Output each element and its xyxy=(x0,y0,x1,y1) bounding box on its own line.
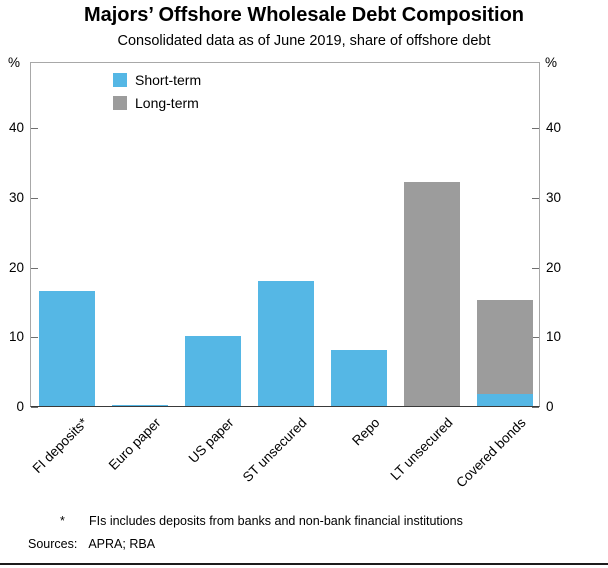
sources-label: Sources: xyxy=(28,537,78,551)
y-axis-unit-right: % xyxy=(545,55,558,70)
y-axis-label: 0 xyxy=(546,399,554,414)
bar-segment-long-term xyxy=(476,300,533,395)
y-axis-label: 20 xyxy=(546,259,562,275)
tick-mark xyxy=(532,337,539,339)
legend-swatch-long-term xyxy=(113,96,127,110)
sources-text: APRA; RBA xyxy=(88,537,156,551)
y-axis-label: 30 xyxy=(546,189,562,205)
footnote-text: FIs includes deposits from banks and non… xyxy=(89,514,463,528)
legend-item: Long-term xyxy=(113,95,201,111)
sources: Sources: APRA; RBA xyxy=(28,537,155,551)
tick-mark xyxy=(532,197,539,199)
bar-segment-short-term xyxy=(258,280,314,406)
bar-segment-short-term xyxy=(476,394,533,406)
footnote-marker: * xyxy=(60,514,65,528)
tick-mark xyxy=(31,197,38,199)
y-axis-label: 40 xyxy=(546,120,562,136)
y-axis-label: 20 xyxy=(8,259,24,275)
tick-mark xyxy=(31,407,38,408)
legend-label: Long-term xyxy=(135,95,199,111)
tick-mark xyxy=(31,267,38,269)
tick-mark xyxy=(532,267,539,269)
y-axis-label: 0 xyxy=(16,399,24,414)
legend: Short-term Long-term xyxy=(113,72,201,118)
chart-title: Majors’ Offshore Wholesale Debt Composit… xyxy=(83,4,525,26)
y-axis-label: 30 xyxy=(8,189,24,205)
footnote: * FIs includes deposits from banks and no… xyxy=(60,514,463,528)
tick-mark xyxy=(31,128,38,130)
bar-segment-short-term xyxy=(330,350,387,406)
bar-segment-long-term xyxy=(403,181,460,406)
y-axis-unit-left: % xyxy=(8,55,21,70)
chart-subtitle: Consolidated data as of June 2019, share… xyxy=(117,33,491,49)
tick-mark xyxy=(532,128,539,130)
bottom-rule xyxy=(0,563,608,565)
legend-label: Short-term xyxy=(135,72,202,88)
bar-segment-short-term xyxy=(39,291,96,406)
y-axis-label: 40 xyxy=(8,120,24,136)
plot-area: Short-term Long-term xyxy=(30,62,540,408)
y-axis-label: 10 xyxy=(546,329,562,345)
tick-mark xyxy=(532,407,539,408)
legend-item: Short-term xyxy=(113,72,201,88)
y-axis-label: 10 xyxy=(8,329,24,345)
tick-mark xyxy=(31,337,38,339)
bar-segment-short-term xyxy=(185,336,242,406)
legend-swatch-short-term xyxy=(113,73,127,87)
bar-segment-short-term xyxy=(112,404,169,406)
